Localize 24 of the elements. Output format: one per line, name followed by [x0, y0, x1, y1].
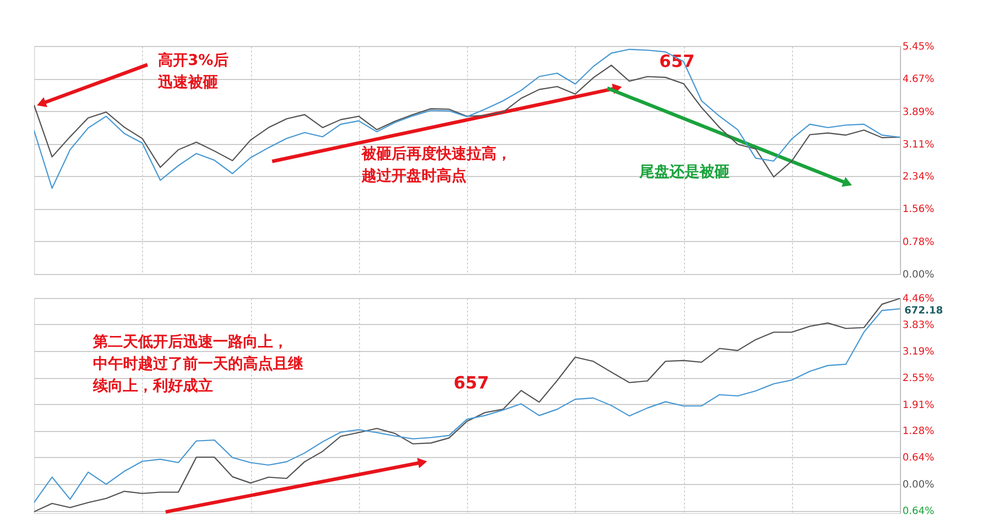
- y-tick-label: 3.83%: [902, 320, 934, 331]
- y-tick-label: 5.45%: [902, 42, 934, 52]
- y-tick-label: 0.64%: [902, 452, 934, 464]
- y-tick-label: 0.78%: [902, 236, 934, 248]
- annotation: 第二天低开后迅速一路向上，中午时越过了前一天的高点且继续向上，利好成立: [92, 332, 303, 395]
- y-tick-label: 2.55%: [902, 373, 934, 384]
- y-tick-label: 2.34%: [902, 172, 934, 183]
- text: 672.18: [904, 306, 943, 317]
- annotation: 657: [454, 373, 490, 394]
- annotation: 尾盘还是被砸: [638, 162, 730, 181]
- y-tick-label: 0.00%: [902, 270, 934, 280]
- y-tick-label: 1.28%: [902, 426, 934, 437]
- y-tick-label: 1.56%: [902, 204, 934, 216]
- annotation: 高开3%后迅速被砸: [156, 50, 228, 91]
- y-tick-label: 1.91%: [902, 400, 934, 411]
- y-tick-label: 3.89%: [902, 106, 934, 118]
- y-tick-label: 0.64%: [902, 506, 934, 516]
- y-tick-label: 4.46%: [902, 294, 934, 304]
- y-tick-label: 3.11%: [902, 139, 934, 150]
- line-series: [34, 48, 900, 189]
- y-tick-label: 0.00%: [902, 479, 934, 490]
- y-tick-label: 4.67%: [902, 74, 934, 86]
- y-tick-label: 3.19%: [902, 346, 934, 358]
- annotation: 被砸后再度快速拉高，越过开盘时高点: [360, 144, 512, 184]
